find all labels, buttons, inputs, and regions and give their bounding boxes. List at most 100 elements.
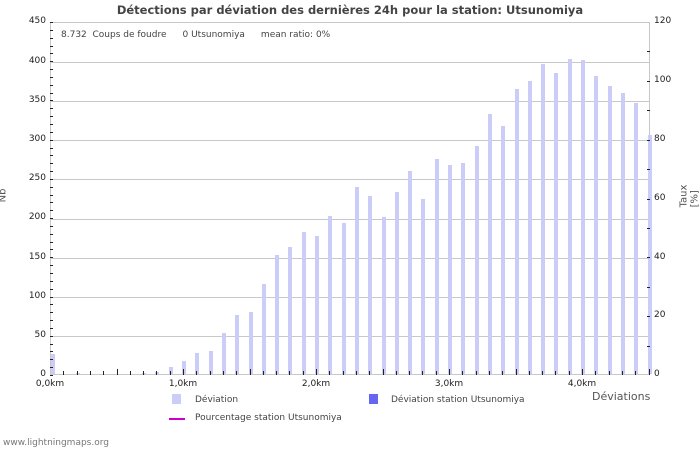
x-minor-tick (409, 371, 411, 375)
legend-line-percentage (169, 418, 185, 420)
y-minor-tick (50, 327, 53, 329)
x-minor-tick (568, 371, 570, 375)
y2-tick-label: 0 (654, 369, 660, 379)
x-minor-tick (302, 371, 304, 375)
bar-deviation (620, 93, 625, 374)
bar-deviation (647, 135, 652, 374)
y-minor-tick (50, 116, 53, 118)
y-minor-tick (50, 225, 53, 227)
x-minor-tick (528, 371, 530, 375)
gridline (51, 336, 649, 337)
bar-deviation (514, 89, 519, 374)
y2-minor-tick (647, 257, 650, 259)
gridline (51, 140, 649, 141)
x-minor-tick (209, 371, 211, 375)
y-minor-tick (50, 29, 53, 31)
y-minor-tick (50, 100, 53, 102)
y-minor-tick (50, 186, 53, 188)
y-minor-tick (50, 108, 53, 110)
y-minor-tick (50, 139, 53, 141)
y-minor-tick (50, 218, 53, 220)
bar-deviation (328, 216, 333, 374)
y-minor-tick (50, 351, 53, 353)
legend-swatch-deviation (172, 394, 181, 404)
x-minor-tick (236, 371, 238, 375)
x-tick-label: 2,0km (301, 379, 331, 389)
x-minor-tick (555, 371, 557, 375)
mean-ratio: mean ratio: 0% (260, 30, 331, 40)
gridline (51, 101, 649, 102)
gridline (51, 62, 649, 63)
x-minor-tick (316, 369, 317, 375)
x-minor-tick (169, 371, 171, 375)
y2-tick-label: 100 (654, 75, 672, 85)
x-minor-tick (329, 371, 331, 375)
y2-minor-tick (647, 227, 650, 229)
bar-deviation (594, 76, 599, 374)
x-minor-tick (156, 371, 158, 375)
x-minor-tick (276, 371, 278, 375)
bar-deviation (421, 199, 426, 374)
y-minor-tick (50, 61, 53, 63)
gridline (51, 297, 649, 298)
y2-minor-tick (647, 316, 650, 318)
y-tick-label: 50 (34, 330, 46, 340)
y-minor-tick (50, 304, 53, 306)
y-minor-tick (50, 22, 53, 23)
bar-deviation (408, 171, 413, 374)
y-tick-label: 100 (28, 291, 46, 301)
x-minor-tick (143, 371, 145, 375)
y-tick-label: 150 (28, 252, 46, 262)
y-minor-tick (50, 155, 53, 157)
y-minor-tick (50, 320, 53, 322)
y-minor-tick (50, 202, 53, 204)
x-minor-tick (608, 371, 610, 375)
y-minor-tick (50, 69, 53, 71)
y2-tick-label: 80 (654, 134, 666, 144)
y-minor-tick (50, 241, 53, 243)
y-minor-tick (50, 92, 53, 94)
y-tick-label: 350 (28, 95, 46, 105)
chart-title: Détections par déviation des dernières 2… (116, 3, 584, 17)
y-minor-tick (50, 84, 53, 86)
x-tick-label: 3,0km (434, 379, 464, 389)
bar-deviation (554, 73, 559, 374)
footer-source: www.lightningmaps.org (3, 438, 109, 448)
strike-count: 8.732 Coups de foudre (61, 30, 167, 40)
bar-deviation (142, 373, 147, 374)
bar-deviation (168, 367, 173, 374)
y2-minor-tick (647, 286, 650, 288)
x-minor-tick (475, 371, 477, 375)
y-tick-label: 250 (28, 173, 46, 183)
legend-label-deviation: Déviation (195, 395, 239, 405)
x-minor-tick (449, 369, 450, 375)
bar-deviation (261, 284, 266, 374)
bar-deviation (394, 192, 399, 374)
bar-deviation (501, 126, 506, 374)
y-minor-tick (50, 147, 53, 149)
y2-tick-label: 40 (654, 252, 666, 262)
y-tick-label: 0 (40, 369, 46, 379)
y-minor-tick (50, 375, 53, 376)
x-minor-tick (395, 371, 397, 375)
x-minor-tick (382, 369, 384, 375)
x-minor-tick (89, 371, 91, 375)
x-tick-label: 1,0km (168, 379, 198, 389)
bar-deviation (182, 361, 186, 374)
x-minor-tick (542, 371, 544, 375)
bar-deviation (527, 81, 532, 374)
y-minor-tick (50, 249, 53, 251)
y-minor-tick (50, 171, 53, 173)
bar-deviation (288, 247, 293, 374)
bar-deviation (354, 187, 359, 374)
x-minor-tick (76, 371, 78, 375)
x-minor-tick (183, 369, 184, 375)
x-minor-tick (249, 369, 251, 375)
y-minor-tick (50, 296, 53, 298)
y-minor-tick (50, 265, 53, 267)
x-minor-tick (222, 371, 224, 375)
bar-deviation (75, 373, 80, 374)
bar-deviation (461, 163, 466, 374)
x-minor-tick (488, 371, 490, 375)
bar-deviation (235, 315, 240, 374)
